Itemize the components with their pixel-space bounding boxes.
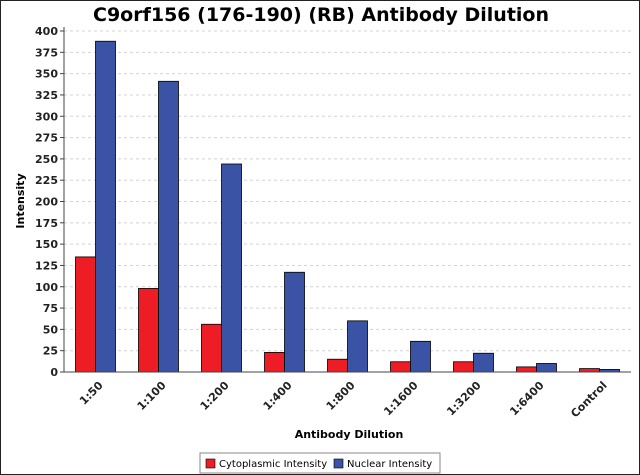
- x-tick-label: 1:800: [324, 379, 358, 413]
- x-axis-label: Antibody Dilution: [295, 428, 404, 441]
- x-tick-label: 1:200: [198, 379, 232, 413]
- bars: [75, 40, 620, 373]
- x-tick-label: 1:50: [77, 379, 106, 408]
- y-axis-label: Intensity: [14, 173, 27, 228]
- legend-label: Nuclear Intensity: [347, 459, 432, 470]
- y-tick-label: 300: [35, 110, 58, 123]
- y-tick-label: 150: [35, 238, 58, 251]
- bar-nuclear: [473, 352, 494, 373]
- y-tick-label: 125: [35, 259, 58, 272]
- y-tick-label: 400: [35, 25, 58, 38]
- gridlines: [64, 30, 631, 352]
- y-tick-label: 25: [43, 345, 58, 358]
- y-tick-label: 275: [35, 132, 58, 145]
- y-tick-label: 100: [35, 281, 58, 294]
- bar-nuclear: [536, 363, 557, 373]
- bar-nuclear: [410, 340, 431, 373]
- bar-cytoplasmic: [390, 361, 411, 373]
- y-tick-label: 200: [35, 196, 58, 209]
- bar-cytoplasmic: [138, 288, 159, 373]
- x-tick-label: Control: [568, 379, 609, 420]
- y-tick-label: 350: [35, 68, 58, 81]
- y-tick-label: 325: [35, 89, 58, 102]
- legend: Cytoplasmic Intensity Nuclear Intensity: [199, 452, 441, 474]
- x-tick-label: 1:100: [135, 379, 169, 413]
- y-tick-label: 250: [35, 153, 58, 166]
- x-tick-label: 1:3200: [444, 379, 484, 419]
- y-ticks: 0 25 50 75 100 125 150 175 200 225 250 275 300 325 350…: [35, 25, 64, 379]
- bar-nuclear: [221, 163, 242, 373]
- x-tick-label: 1:400: [261, 379, 295, 413]
- chart-title: C9orf156 (176-190) (RB) Antibody Dilutio…: [93, 4, 549, 26]
- y-tick-label: 0: [50, 366, 58, 379]
- legend-label: Cytoplasmic Intensity: [219, 459, 327, 470]
- bar-cytoplasmic: [579, 368, 600, 373]
- bar-nuclear: [347, 320, 368, 373]
- y-tick-label: 375: [35, 46, 58, 59]
- legend-box: [199, 452, 441, 474]
- bar-cytoplasmic: [264, 351, 285, 373]
- legend-swatch: [205, 458, 216, 469]
- x-ticks: 1:50 1:100 1:200 1:400 1:800 1:1600 1:3200 1:64…: [77, 379, 610, 421]
- bar-cytoplasmic: [75, 256, 96, 373]
- y-tick-label: 225: [35, 174, 58, 187]
- bar-nuclear: [158, 80, 179, 373]
- bar-nuclear: [284, 271, 305, 373]
- y-tick-label: 75: [43, 302, 58, 315]
- bar-nuclear: [95, 40, 116, 373]
- y-tick-label: 50: [43, 323, 59, 336]
- y-tick-label: 175: [35, 217, 58, 230]
- bar-cytoplasmic: [516, 366, 537, 373]
- x-tick-label: 1:1600: [381, 379, 421, 419]
- bar-cytoplasmic: [453, 361, 474, 373]
- legend-swatch: [333, 458, 344, 469]
- bar-cytoplasmic: [327, 358, 348, 373]
- x-tick-label: 1:6400: [507, 379, 547, 419]
- bar-cytoplasmic: [201, 323, 222, 373]
